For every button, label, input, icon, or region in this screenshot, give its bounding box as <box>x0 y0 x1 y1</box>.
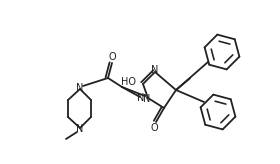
Text: N: N <box>76 124 84 134</box>
Text: N: N <box>76 83 84 93</box>
Text: N: N <box>151 65 159 75</box>
Text: HO: HO <box>122 77 137 87</box>
Text: O: O <box>150 123 158 133</box>
Text: N: N <box>137 93 145 103</box>
Text: N: N <box>143 94 151 104</box>
Text: O: O <box>108 52 116 62</box>
